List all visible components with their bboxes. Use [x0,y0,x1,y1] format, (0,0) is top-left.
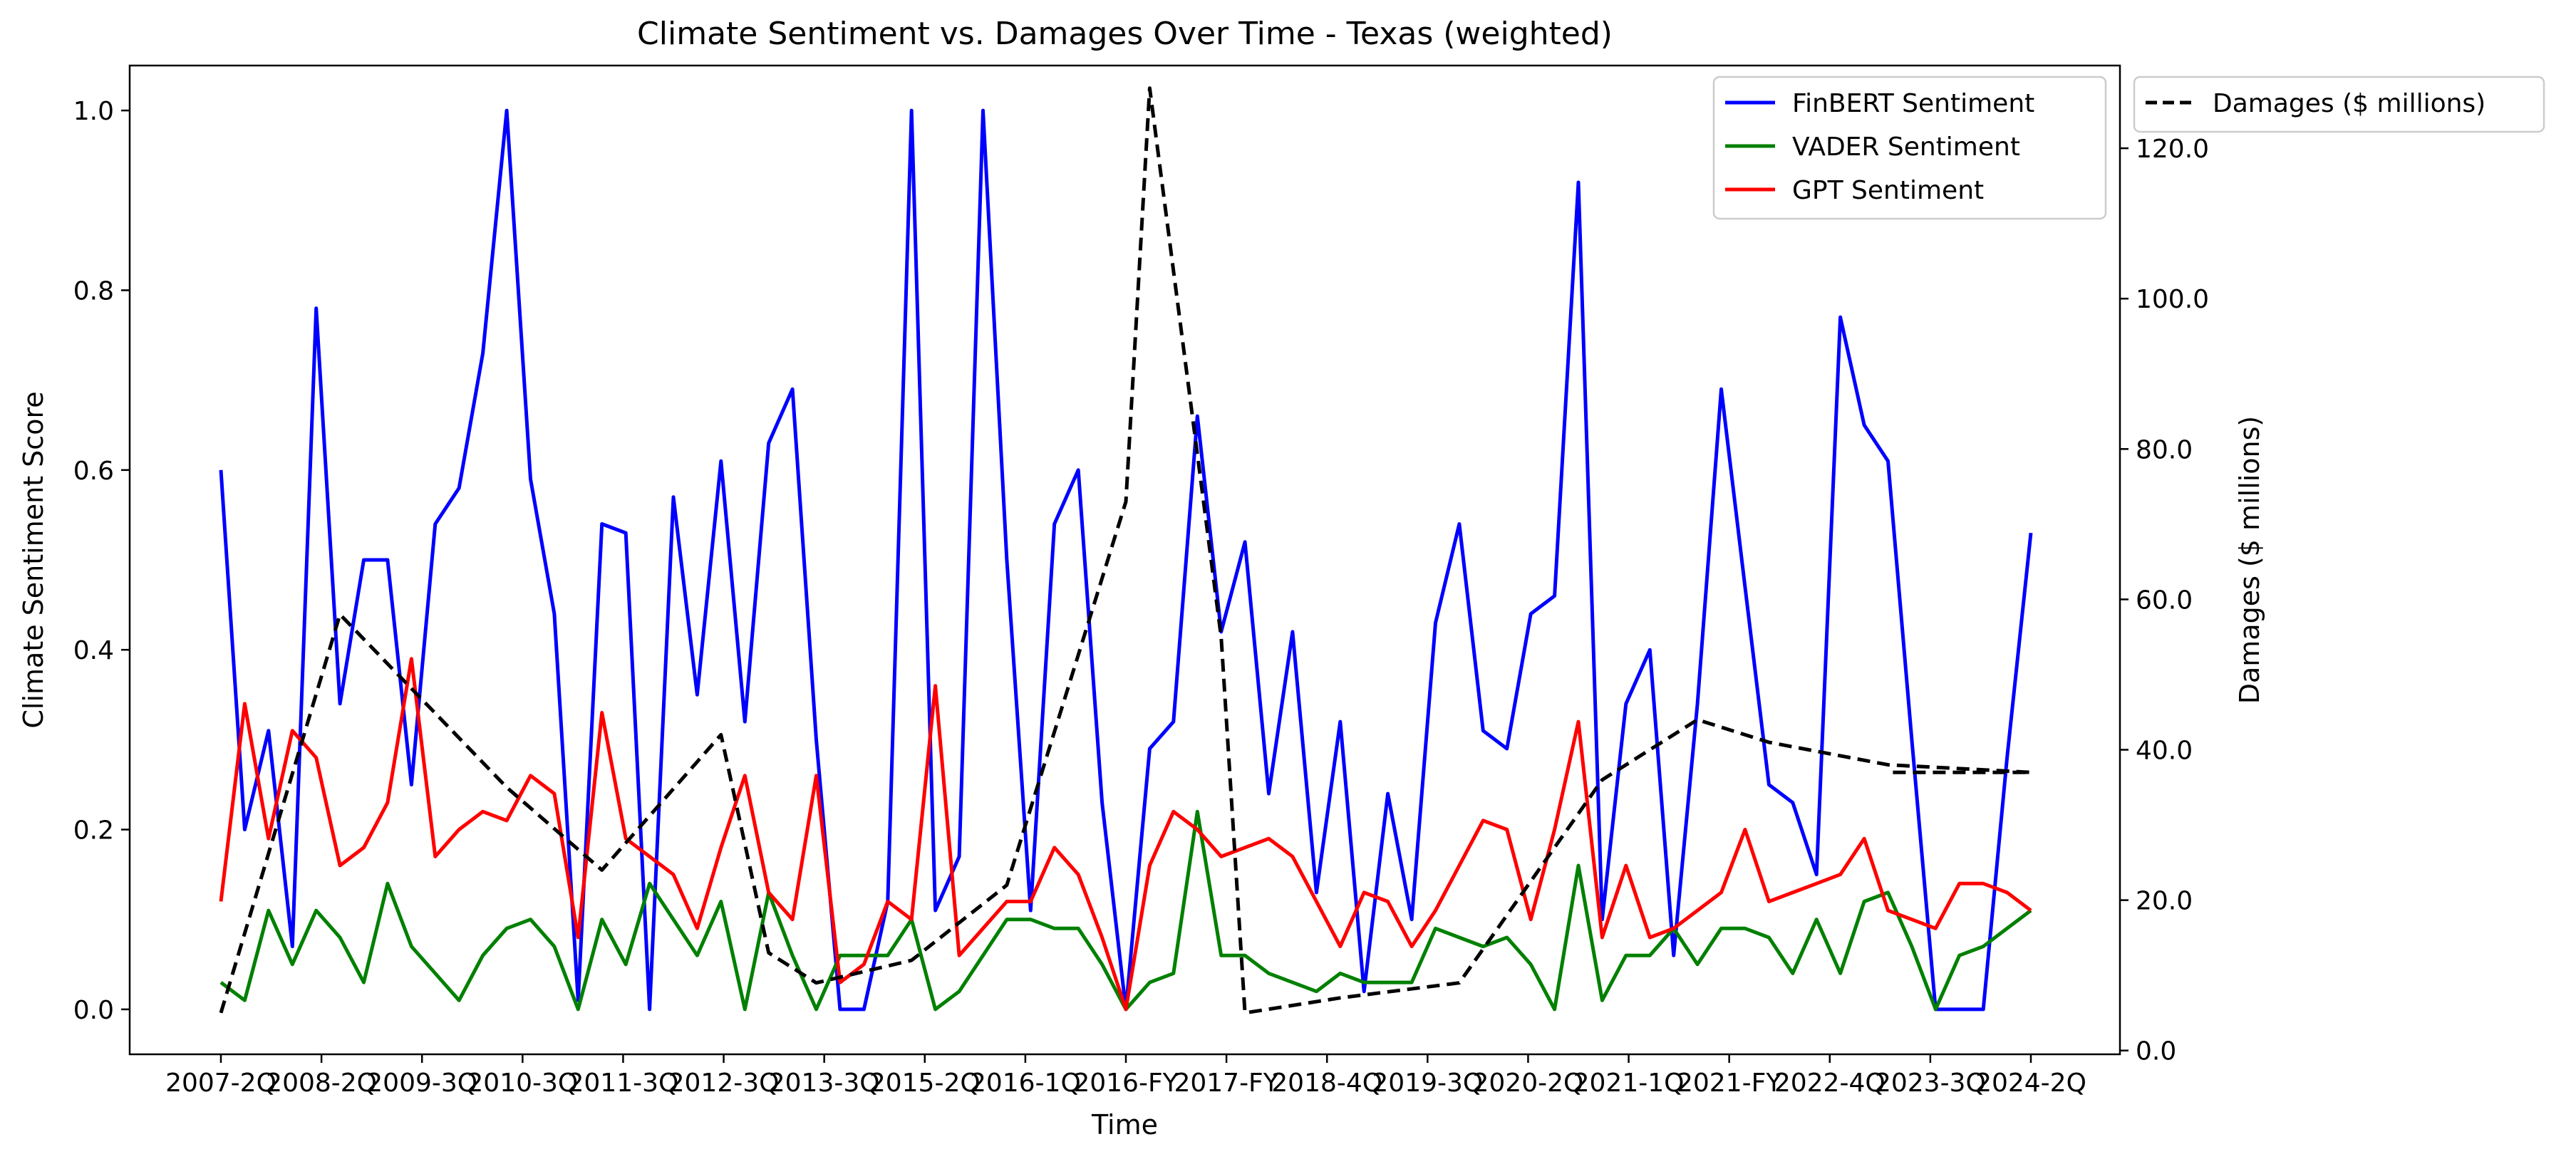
y2-tick-label: 60.0 [2136,586,2193,615]
x-tick-label: 2024-2Q [1975,1069,2086,1098]
y2-tick-label: 80.0 [2136,435,2193,464]
plot-frame [128,64,2121,1056]
y-tick-label: 1.0 [73,97,114,126]
legend-sentiment: FinBERT Sentiment VADER Sentiment GPT Sent… [1712,76,2107,220]
x-tick-label: 2015-2Q [869,1069,981,1098]
x-tick-label: 2007-2Q [165,1069,276,1098]
x-tick-label: 2009-3Q [366,1069,477,1098]
legend-damages: Damages ($ millions) [2133,76,2545,133]
y-tick-label: 0.0 [73,996,114,1025]
series-layer [219,86,2033,1015]
y-tick-label: 0.6 [73,457,114,486]
y2-tick-label: 100.0 [2136,285,2209,314]
chart-title: Climate Sentiment vs. Damages Over Time … [637,16,1613,52]
x-tick-label: 2022-4Q [1774,1069,1886,1098]
x-tick-label: 2023-3Q [1875,1069,1986,1098]
x-tick-label: 2012-3Q [668,1069,780,1098]
x-tick-label: 2008-2Q [266,1069,377,1098]
legend-label: Damages ($ millions) [2213,89,2486,118]
legend-label: GPT Sentiment [1792,176,1984,205]
y-tick-label: 0.4 [73,636,114,665]
x-tick-label: 2019-3Q [1372,1069,1483,1098]
legend-label: FinBERT Sentiment [1792,89,2034,118]
y2-axis-label: Damages ($ millions) [2234,416,2265,705]
x-tick-label: 2021-1Q [1573,1069,1685,1098]
y2-tick-label: 120.0 [2136,135,2209,164]
x-tick-label: 2016-FY [1073,1069,1179,1098]
legend-box [2133,76,2545,133]
x-tick-label: 2013-3Q [769,1069,880,1098]
series-line-damages-millions [219,86,2033,1015]
series-line-gpt-sentiment [219,657,2032,1012]
x-tick-label: 2021-FY [1677,1069,1782,1098]
x-tick-label: 2018-4Q [1271,1069,1382,1098]
x-tick-label: 2016-1Q [970,1069,1081,1098]
y-tick-label: 0.2 [73,816,114,846]
x-tick-label: 2011-3Q [568,1069,679,1098]
y2-tick-label: 20.0 [2136,887,2193,916]
y-axis-label: Climate Sentiment Score [18,391,49,728]
y-tick-label: 0.8 [73,276,114,306]
x-tick-label: 2010-3Q [467,1069,578,1098]
legend-box [1712,76,2107,220]
x-tick-label: 2017-FY [1174,1069,1279,1098]
axes-layer: 0.0 0.2 0.4 0.6 0.8 1.0 0.0 20.0 40.0 60.0 80.0 100… [73,64,2209,1098]
y2-tick-label: 40.0 [2136,737,2193,766]
y2-tick-label: 0.0 [2136,1037,2176,1066]
x-axis-label: Time [1091,1109,1158,1140]
x-tick-label: 2020-2Q [1473,1069,1584,1098]
legend-label: VADER Sentiment [1792,132,2020,162]
